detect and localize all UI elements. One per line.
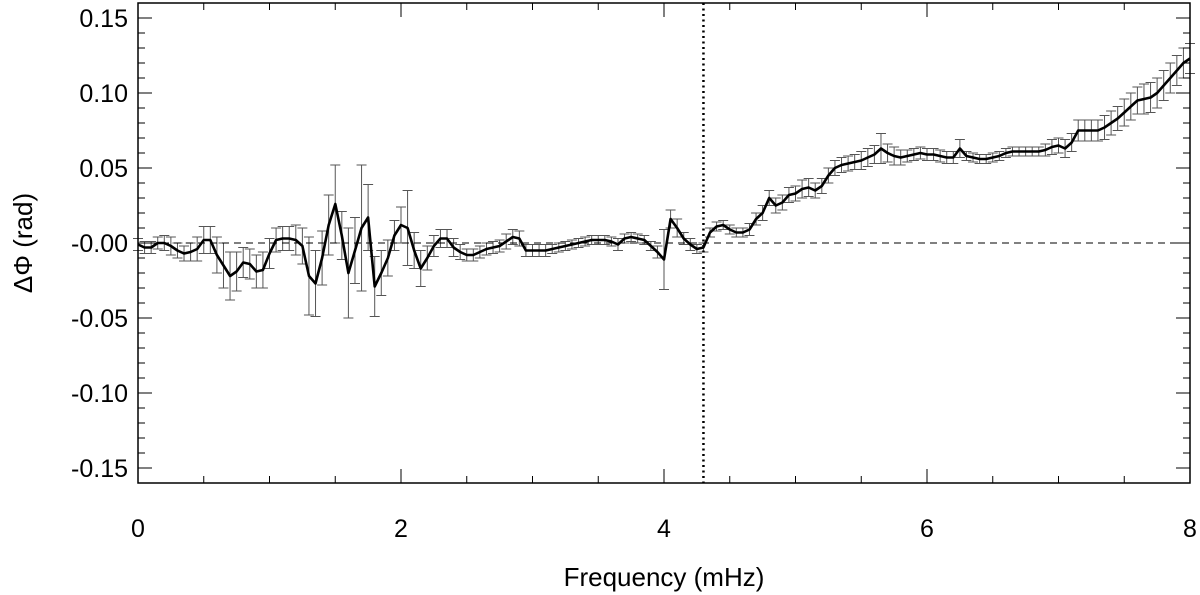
x-tick-label: 6 (920, 515, 934, 543)
y-tick-label: 0.15 (79, 5, 128, 33)
error-bars (133, 43, 1195, 319)
y-tick-label: -0.10 (71, 380, 128, 408)
y-tick-label: -0.05 (71, 305, 128, 333)
x-tick-label: 4 (657, 515, 671, 543)
phase-difference-line (137, 57, 1191, 288)
y-axis-label: ΔΦ (rad) (8, 193, 38, 293)
tick-labels: 0 2 4 6 8 -0.15 -0.10 -0.05 -0.00 0.05 0.10 0.15 (71, 5, 1197, 543)
x-tick-label: 2 (394, 515, 408, 543)
x-tick-label: 8 (1183, 515, 1197, 543)
axis-ticks (137, 2, 1191, 484)
y-tick-label: 0.10 (79, 80, 128, 108)
x-axis-label: Frequency (mHz) (564, 562, 765, 592)
y-tick-label: -0.15 (71, 455, 128, 483)
x-tick-label: 0 (131, 515, 145, 543)
y-tick-label: -0.00 (71, 230, 128, 258)
y-tick-label: 0.05 (79, 155, 128, 183)
